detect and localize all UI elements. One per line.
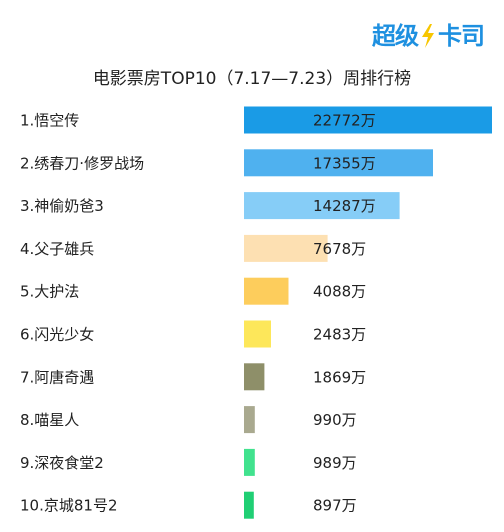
value-label-6: 2483万	[313, 326, 366, 344]
category-label-2: 2.绣春刀·修罗战场	[20, 154, 144, 172]
value-label-9: 989万	[313, 454, 357, 472]
bar-3	[244, 192, 400, 220]
bar-9	[244, 448, 255, 476]
category-label-8: 8.喵星人	[20, 411, 79, 429]
value-label-2: 17355万	[313, 154, 376, 172]
value-label-7: 1869万	[313, 368, 366, 386]
chart-title: 电影票房TOP10（7.17—7.23）周排行榜	[92, 69, 412, 89]
value-label-4: 7678万	[313, 240, 366, 258]
bar-6	[244, 320, 271, 348]
category-label-7: 7.阿唐奇遇	[20, 368, 94, 386]
value-label-5: 4088万	[313, 283, 366, 301]
category-label-10: 10.京城81号2	[20, 497, 118, 515]
bar-5	[244, 277, 289, 305]
category-label-5: 5.大护法	[20, 283, 79, 301]
bar-10	[244, 491, 254, 519]
category-label-6: 6.闪光少女	[20, 326, 94, 344]
bar-4	[244, 234, 328, 262]
category-label-1: 1.悟空传	[20, 112, 79, 130]
value-label-1: 22772万	[313, 112, 376, 130]
logo-text-left: 超级	[372, 22, 419, 50]
lightning-bolt-icon	[422, 24, 434, 48]
category-label-9: 9.深夜食堂2	[20, 454, 104, 472]
value-label-8: 990万	[313, 411, 357, 429]
bar-2	[244, 149, 433, 177]
bar-7	[244, 363, 265, 391]
category-label-3: 3.神偷奶爸3	[20, 197, 104, 215]
bar-8	[244, 406, 255, 434]
logo-text-right: 卡司	[438, 22, 485, 50]
value-label-10: 897万	[313, 497, 357, 515]
value-label-3: 14287万	[313, 197, 376, 215]
category-label-4: 4.父子雄兵	[20, 240, 94, 258]
logo: 超级 卡司	[372, 18, 485, 54]
bar-1	[244, 106, 492, 134]
